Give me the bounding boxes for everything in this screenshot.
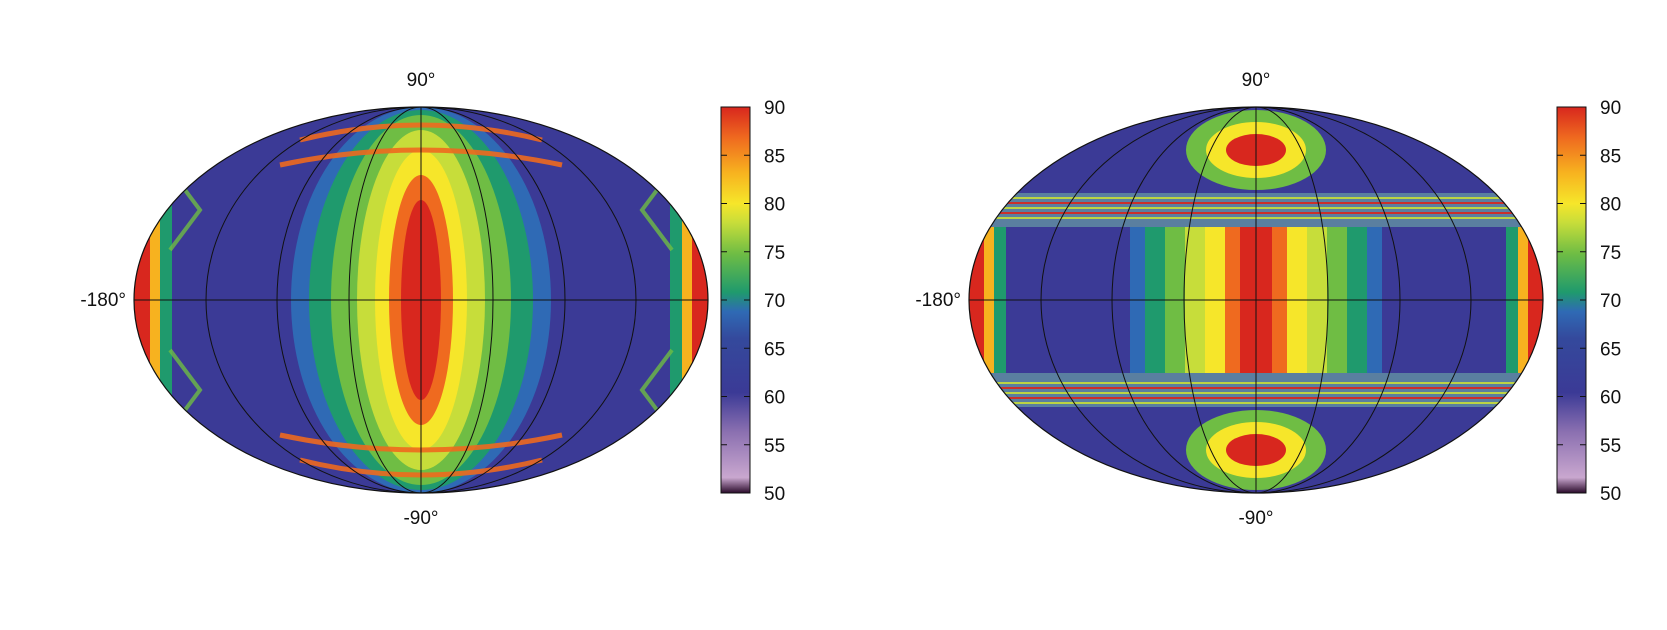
colorbar-left: 90 85 80 75 70 65 60 55 50 [720, 98, 785, 505]
colorbar-tick-label: 85 [764, 146, 785, 167]
grid-lines-left [134, 107, 708, 493]
colorbar-tick-label: 80 [1600, 195, 1621, 216]
colorbar-tick-label: 85 [1600, 146, 1621, 167]
colorbar-tick-label: 60 [1600, 388, 1621, 409]
map-outline-right [968, 106, 1544, 494]
colorbar-tick-label: 90 [764, 98, 785, 119]
colorbar-tick-label: 65 [764, 339, 785, 360]
colorbar-ticks-right: 90 85 80 75 70 65 60 55 50 [1557, 98, 1621, 505]
colorbar-tick-label: 90 [1600, 98, 1621, 119]
colorbar-tick-label: 50 [1600, 484, 1621, 505]
grid-lines-right [969, 107, 1543, 493]
colorbar-tick-label: 70 [764, 291, 785, 312]
label-left-right: -180° [915, 290, 961, 311]
label-left-left: -180° [80, 290, 126, 311]
label-top-right: 90° [1242, 70, 1271, 91]
colorbar-tick-label: 80 [764, 195, 785, 216]
colorbar-tick-label: 50 [764, 484, 785, 505]
colorbar-tick-label: 55 [764, 436, 785, 457]
colorbar-tick-label: 70 [1600, 291, 1621, 312]
label-bottom-left: -90° [403, 508, 438, 529]
map-outline-left [133, 106, 709, 494]
colorbar-tick-label: 55 [1600, 436, 1621, 457]
colorbar-tick-label: 75 [1600, 243, 1621, 264]
label-top-left: 90° [407, 70, 436, 91]
map-panel-right: 90° -90° -180° 90 85 80 75 70 65 60 55 50 [915, 70, 1621, 529]
colorbar-ticks-left: 90 85 80 75 70 65 60 55 50 [721, 98, 785, 505]
colorbar-tick-label: 75 [764, 243, 785, 264]
colorbar-tick-label: 65 [1600, 339, 1621, 360]
label-bottom-right: -90° [1238, 508, 1273, 529]
map-panel-left: 90° -90° -180° 90 85 80 75 70 65 60 55 50 [80, 70, 785, 529]
colorbar-right: 90 85 80 75 70 65 60 55 50 [1556, 98, 1621, 505]
colorbar-tick-label: 60 [764, 388, 785, 409]
